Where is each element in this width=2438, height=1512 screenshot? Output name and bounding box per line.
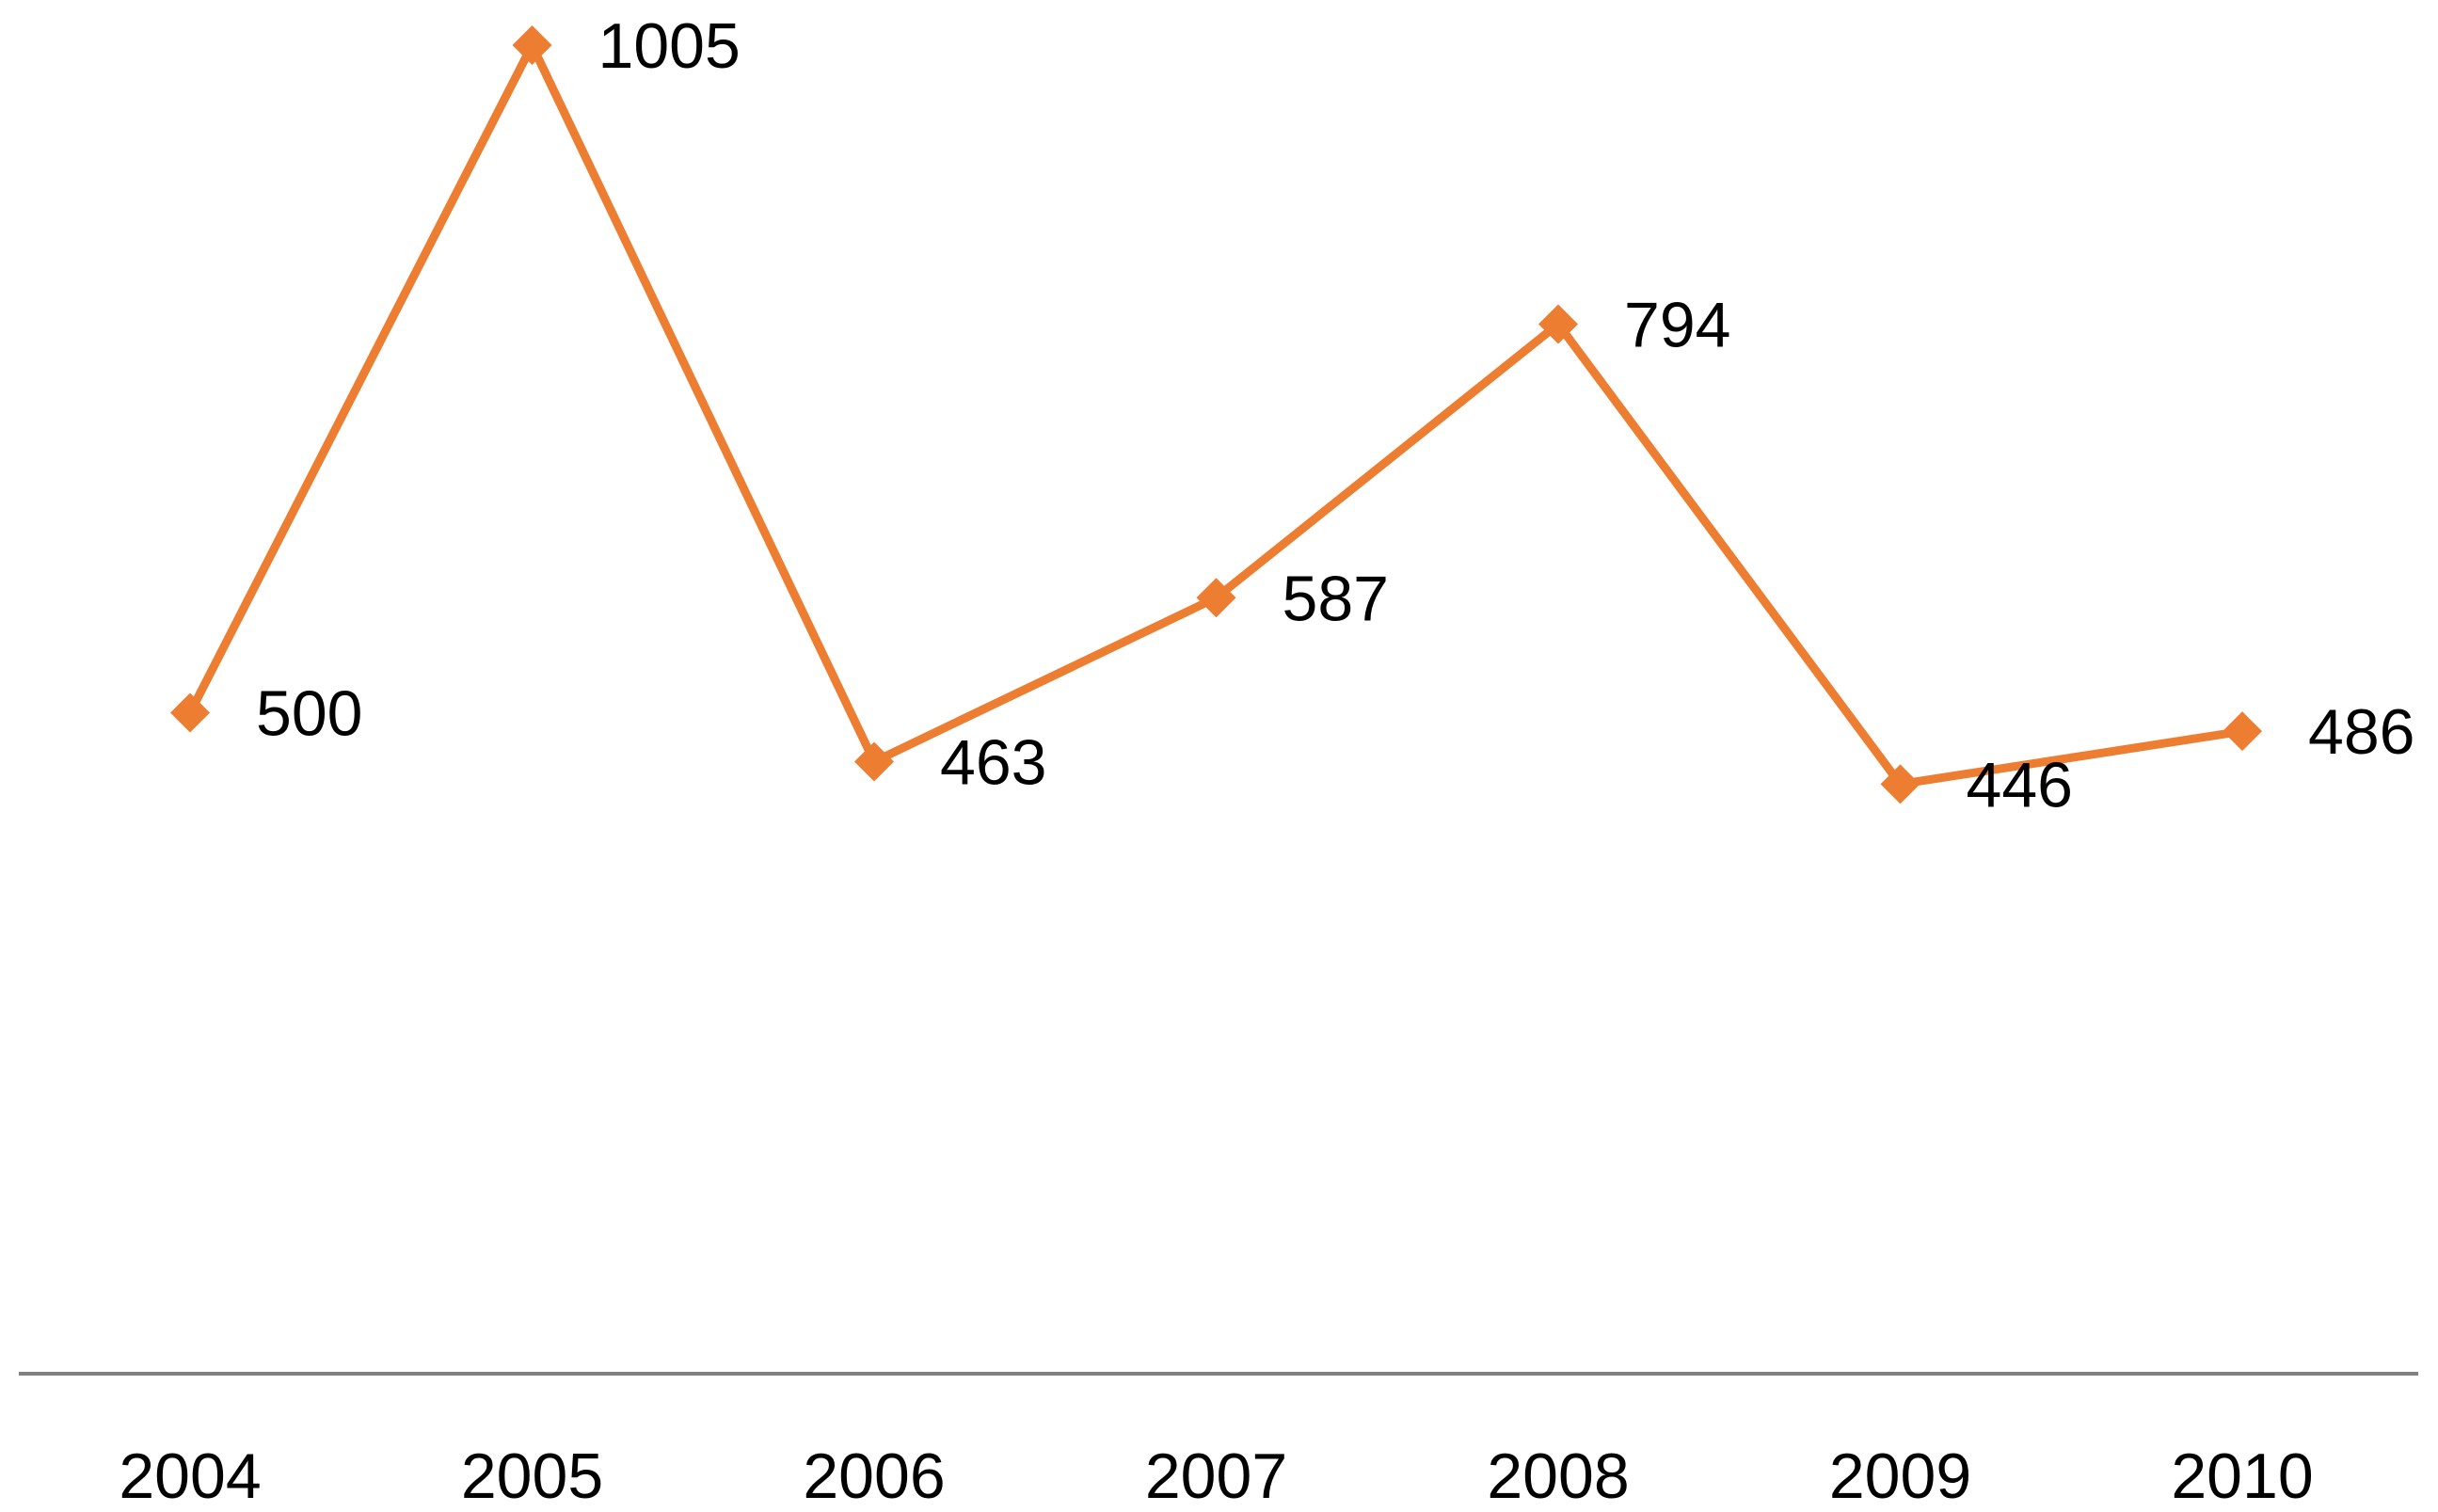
series-line [185,35,2243,789]
x-tick-label-2005: 2005 [461,1440,603,1512]
data-point-2004 [170,692,210,733]
data-point-2006 [854,741,894,782]
x-tick-label-2009: 2009 [1829,1440,1971,1512]
x-tick-labels: 2004 2005 2006 2007 2008 2009 2010 [119,1440,2313,1512]
x-tick-label-2006: 2006 [803,1440,945,1512]
data-point-2008 [1538,304,1578,344]
x-tick-label-2007: 2007 [1145,1440,1287,1512]
data-point-2009 [1880,764,1920,804]
data-point-2010 [2223,711,2262,752]
x-tick-label-2010: 2010 [2171,1440,2313,1512]
data-labels: 500 1005 463 587 794 446 486 [256,10,2414,820]
data-label-2007: 587 [1283,563,1389,634]
data-point-2005 [512,25,552,65]
data-point-2007 [1196,578,1236,618]
data-label-2004: 500 [256,678,362,750]
data-label-2005: 1005 [598,10,741,82]
data-label-2009: 446 [1967,749,2073,820]
x-tick-label-2008: 2008 [1487,1440,1629,1512]
data-label-2008: 794 [1624,289,1730,360]
data-label-2006: 463 [940,726,1046,798]
x-tick-label-2004: 2004 [119,1440,261,1512]
data-label-2010: 486 [2308,696,2414,768]
series-markers [170,25,2262,804]
